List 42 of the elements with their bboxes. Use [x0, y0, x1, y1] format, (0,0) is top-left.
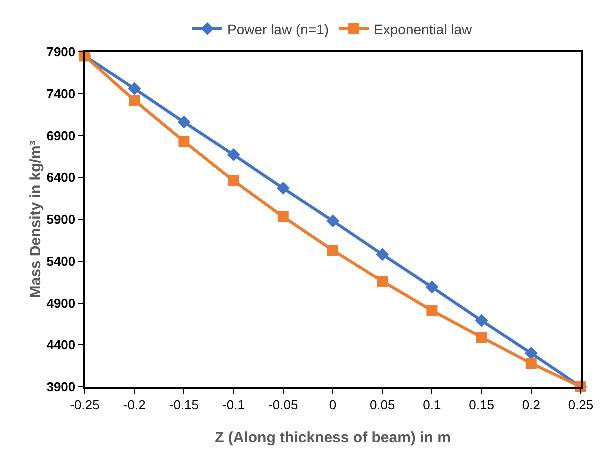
x-axis-title: Z (Along thickness of beam) in m — [215, 430, 451, 446]
y-tick-label: 6900 — [46, 128, 76, 144]
y-tick-label: 4900 — [46, 296, 76, 311]
x-tick-label: -0.2 — [123, 397, 146, 412]
x-tick-label: 0 — [329, 397, 337, 412]
point — [178, 116, 191, 129]
y-tick-label: 7400 — [46, 86, 76, 102]
x-tick-label: -0.1 — [222, 397, 246, 412]
point — [129, 95, 140, 106]
y-tick-label: 7900 — [46, 44, 76, 60]
point — [475, 314, 488, 328]
point — [326, 214, 340, 228]
point — [128, 82, 142, 96]
y-tick-label: 3900 — [46, 380, 76, 395]
point — [278, 211, 289, 222]
legend-label: Power law (n=1) — [228, 21, 330, 38]
y-tick-label: 4400 — [46, 338, 76, 353]
point — [227, 148, 240, 162]
x-tick-label: -0.15 — [169, 397, 200, 412]
point — [178, 136, 190, 148]
point — [524, 347, 538, 360]
legend-label: Exponential law — [374, 21, 473, 38]
point — [426, 305, 438, 316]
point — [426, 280, 439, 294]
point — [276, 182, 290, 196]
y-tick-label: 6400 — [46, 170, 76, 186]
x-tick-label: 0.1 — [423, 397, 442, 412]
y-tick-label: 5900 — [46, 212, 76, 228]
x-tick-label: 0.25 — [568, 397, 594, 412]
x-tick-label: -0.05 — [268, 397, 298, 412]
point — [526, 358, 537, 370]
y-axis-title: Mass Density in kg/m³ — [28, 140, 45, 298]
point — [476, 332, 488, 344]
x-tick-label: 0.2 — [522, 397, 540, 412]
point — [376, 248, 390, 262]
x-tick-label: 0.05 — [370, 397, 396, 412]
point — [377, 276, 388, 287]
point — [228, 175, 240, 186]
x-tick-label: -0.25 — [70, 397, 100, 412]
point — [328, 244, 338, 256]
x-tick-label: 0.15 — [469, 397, 494, 412]
y-tick-label: 5400 — [46, 254, 76, 269]
